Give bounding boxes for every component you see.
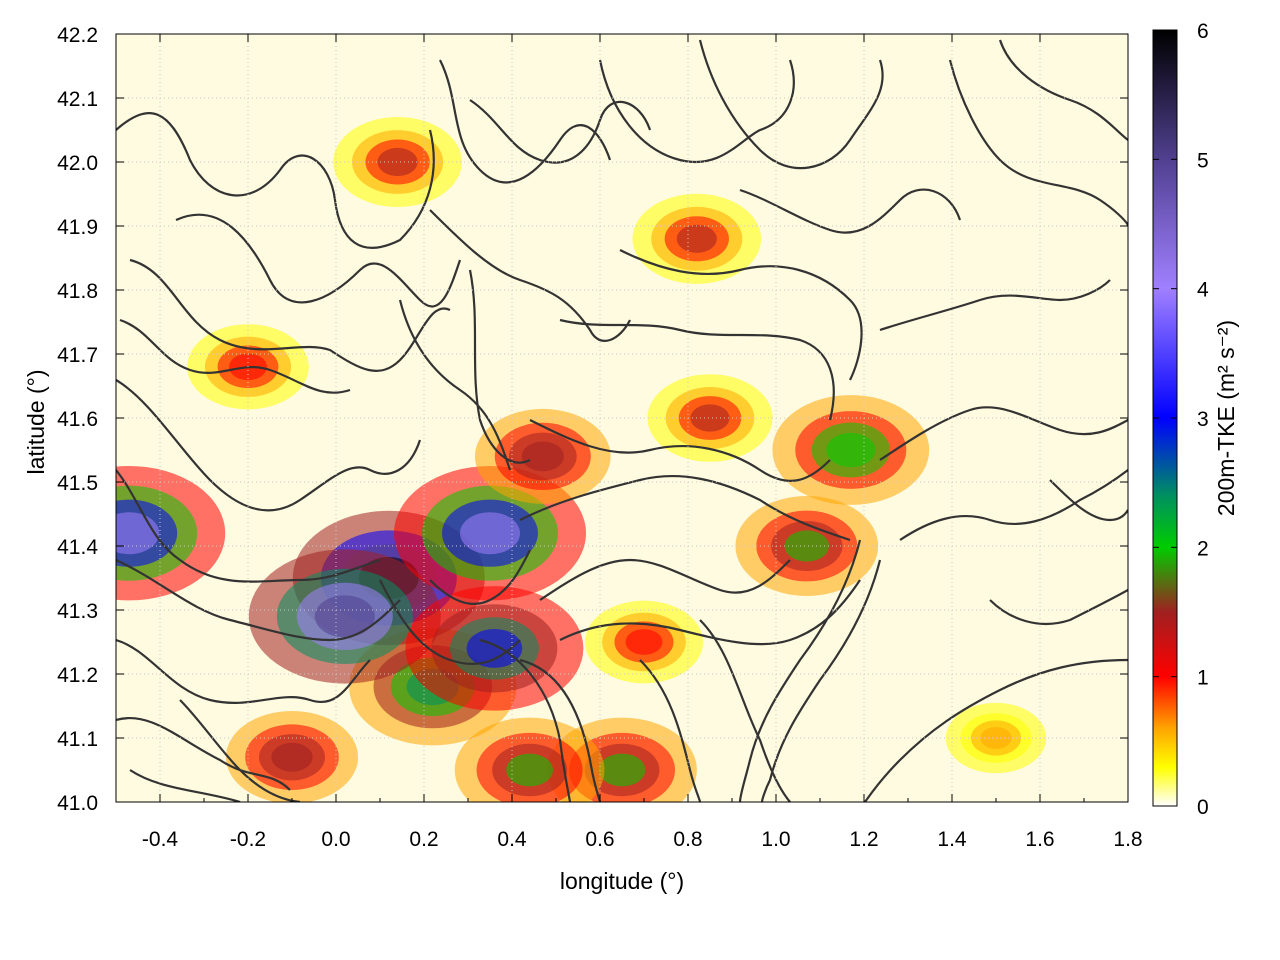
contour-line	[179, 699, 301, 802]
tke-hotspot	[521, 441, 564, 472]
contour-line	[539, 558, 791, 601]
x-tick-label: 0.6	[585, 828, 614, 851]
x-axis-ticks: -0.4 -0.2 0.0 0.2 0.4 0.6 0.8 1.0 1.2 1.4 1.6 1.8	[115, 34, 1143, 851]
x-tick-label: 1.2	[849, 828, 878, 851]
contour-line	[119, 318, 351, 394]
tke-hotspot	[826, 432, 876, 468]
tke-heatmap	[116, 116, 1047, 802]
y-axis-ticks: 41.0 41.1 41.2 41.3 41.4 41.5 41.6 41.7 41.8 41.9…	[57, 24, 1128, 815]
tke-hotspot	[676, 224, 717, 253]
tke-hotspot	[625, 629, 663, 655]
tke-hotspot	[506, 753, 553, 787]
tke-hotspots	[116, 116, 1047, 802]
contour-line	[468, 269, 531, 464]
tke-hotspot	[784, 530, 830, 562]
tke-hotspot	[598, 753, 646, 787]
tke-hotspot	[271, 742, 313, 772]
y-tick-label: 41.3	[57, 600, 98, 623]
colorbar-tick-label: 3	[1197, 408, 1209, 431]
x-tick-label: 1.6	[1025, 828, 1054, 851]
x-tick-label: 1.8	[1113, 828, 1142, 851]
x-tick-label: 1.4	[937, 828, 967, 851]
contour-line	[760, 559, 882, 802]
x-tick-label: -0.4	[142, 828, 179, 851]
contour-line	[519, 474, 851, 542]
contour-line	[738, 539, 862, 802]
x-axis-title: longitude (°)	[560, 868, 684, 894]
contour-line	[639, 659, 702, 802]
contour-line	[698, 39, 884, 170]
colorbar-tick-label: 5	[1197, 149, 1209, 172]
contour-line	[864, 658, 1128, 802]
y-tick-label: 41.5	[57, 472, 98, 495]
contour-line	[116, 717, 291, 791]
contour-line	[116, 558, 401, 642]
y-tick-label: 41.0	[57, 792, 98, 815]
colorbar-ticks: 0 1 2 3 4 5 6	[1153, 20, 1209, 819]
contour-line	[116, 112, 435, 249]
y-tick-label: 41.7	[57, 344, 98, 367]
contour-line	[1049, 479, 1128, 522]
contour-line	[619, 249, 863, 381]
contour-line	[998, 39, 1128, 141]
y-tick-label: 41.2	[57, 664, 98, 687]
colorbar-tick-label: 4	[1197, 279, 1209, 302]
tke-hotspot	[116, 512, 160, 555]
y-tick-label: 42.1	[57, 88, 98, 111]
contour-line	[879, 279, 1111, 332]
terrain-contours	[116, 39, 1128, 802]
contour-line	[379, 579, 521, 665]
contour-line	[899, 469, 1128, 541]
tke-hotspot	[690, 404, 730, 432]
tke-hotspot	[377, 147, 418, 177]
contour-line	[989, 589, 1128, 625]
contour-line	[129, 769, 241, 802]
contour-line	[129, 258, 451, 372]
contour-line	[559, 318, 835, 421]
tke-hotspot	[460, 512, 520, 555]
x-tick-label: 1.0	[761, 828, 790, 851]
tke-hotspot	[466, 628, 523, 668]
y-tick-label: 41.8	[57, 280, 98, 303]
contour-line	[598, 59, 795, 163]
x-tick-label: 0.4	[497, 828, 527, 851]
colorbar-title: 200m-TKE (m² s⁻²)	[1213, 320, 1239, 516]
contour-line	[479, 638, 572, 802]
colorbar-tick-label: 6	[1197, 20, 1209, 43]
contour-line	[469, 99, 652, 164]
contour-line	[429, 549, 531, 605]
x-tick-label: 0.0	[321, 828, 350, 851]
contour-line	[116, 638, 371, 704]
colorbar-tick-label: 1	[1197, 667, 1209, 690]
y-tick-label: 42.0	[57, 152, 98, 175]
y-tick-label: 41.4	[57, 536, 98, 559]
y-axis-title: latitude (°)	[23, 369, 49, 474]
contour-line	[879, 406, 1128, 461]
tke-hotspot	[314, 595, 375, 638]
colorbar-tick-label: 2	[1197, 537, 1209, 560]
contour-line	[116, 379, 422, 512]
x-tick-label: 0.2	[409, 828, 438, 851]
y-tick-label: 41.9	[57, 216, 98, 239]
y-tick-label: 42.2	[57, 24, 98, 47]
grid-lines	[116, 34, 1128, 802]
contour-line	[519, 658, 602, 802]
contour-line	[175, 213, 462, 308]
y-tick-label: 41.6	[57, 408, 98, 431]
x-tick-label: 0.8	[673, 828, 702, 851]
y-tick-label: 41.1	[57, 728, 98, 751]
contour-line	[439, 59, 612, 184]
contour-line	[529, 419, 831, 482]
x-tick-label: -0.2	[230, 828, 266, 851]
contour-line	[948, 59, 1128, 226]
colorbar-tick-label: 0	[1197, 796, 1209, 819]
contour-line	[429, 209, 631, 342]
contour-line	[398, 299, 512, 471]
